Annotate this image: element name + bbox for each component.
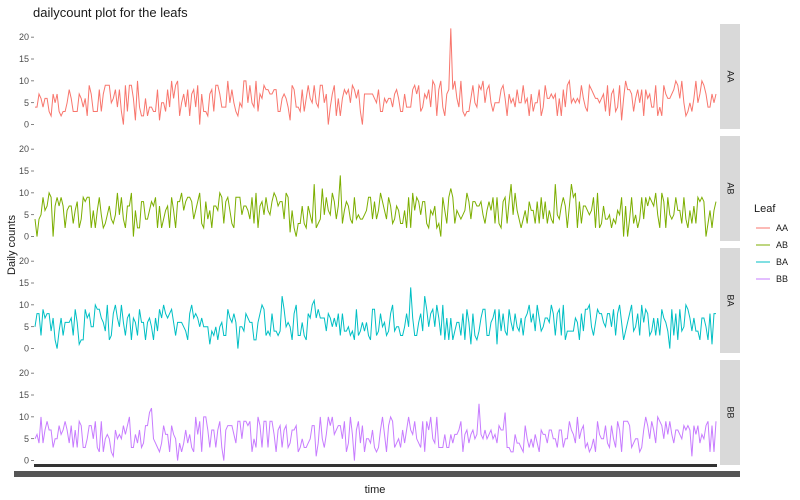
- series-line-ab: [34, 175, 717, 237]
- y-axis-label: Daily counts: [6, 215, 18, 275]
- y-tick-label: 15: [19, 390, 29, 400]
- panel-aa: 0 5 10 15 20 AA: [19, 24, 740, 130]
- y-tick-label: 15: [19, 278, 29, 288]
- y-tick-label: 20: [19, 32, 29, 42]
- legend-label: AB: [776, 240, 788, 250]
- y-tick-label: 0: [24, 456, 29, 466]
- y-tick-label: 5: [24, 98, 29, 108]
- y-tick-label: 5: [24, 322, 29, 332]
- y-tick-label: 15: [19, 54, 29, 64]
- facet-strip: [720, 24, 740, 129]
- y-tick-label: 0: [24, 232, 29, 242]
- chart-title: dailycount plot for the leafs: [33, 5, 188, 20]
- series-line-aa: [35, 28, 717, 125]
- legend-label: BA: [776, 257, 788, 267]
- panel-ba: 0 5 10 15 20 BA: [19, 248, 740, 354]
- x-tick-labels-overplotted: [14, 471, 740, 477]
- series-line-bb: [34, 403, 717, 461]
- legend-title: Leaf: [754, 203, 776, 215]
- y-tick-label: 20: [19, 368, 29, 378]
- x-axis-tick-band: [14, 464, 740, 477]
- y-tick-label: 20: [19, 144, 29, 154]
- y-tick-label: 20: [19, 256, 29, 266]
- y-tick-label: 15: [19, 166, 29, 176]
- legend-label: AA: [776, 223, 788, 233]
- facet-panels: 0 5 10 15 20 AA 0 5 10 15 20 AB 0 5 10 15 20 BA 0 5 10 15 20 BB: [14, 24, 740, 477]
- facet-strip-label: BB: [726, 406, 736, 418]
- panel-background: [34, 24, 717, 129]
- y-tick-label: 10: [19, 300, 29, 310]
- facet-strip: [720, 136, 740, 241]
- panel-ab: 0 5 10 15 20 AB: [19, 136, 740, 242]
- panel-background: [34, 248, 717, 353]
- facet-strip-label: AA: [726, 70, 736, 82]
- series-line-ba: [34, 287, 716, 349]
- y-tick-label: 5: [24, 210, 29, 220]
- panel-background: [34, 360, 717, 465]
- y-tick-label: 5: [24, 434, 29, 444]
- panel-bb: 0 5 10 15 20 BB: [19, 360, 740, 466]
- y-tick-label: 0: [24, 120, 29, 130]
- x-axis-ticks: [34, 464, 717, 467]
- facet-strip-label: BA: [726, 294, 736, 306]
- y-tick-label: 10: [19, 188, 29, 198]
- y-tick-label: 10: [19, 76, 29, 86]
- legend-label: BB: [776, 274, 788, 284]
- x-axis-label: time: [365, 484, 386, 496]
- panel-background: [34, 136, 717, 241]
- facet-strip-label: AB: [726, 182, 736, 194]
- legend: Leaf AA AB BA BB: [754, 203, 788, 284]
- facet-strip: [720, 360, 740, 465]
- y-tick-label: 0: [24, 344, 29, 354]
- y-tick-label: 10: [19, 412, 29, 422]
- facet-strip: [720, 248, 740, 353]
